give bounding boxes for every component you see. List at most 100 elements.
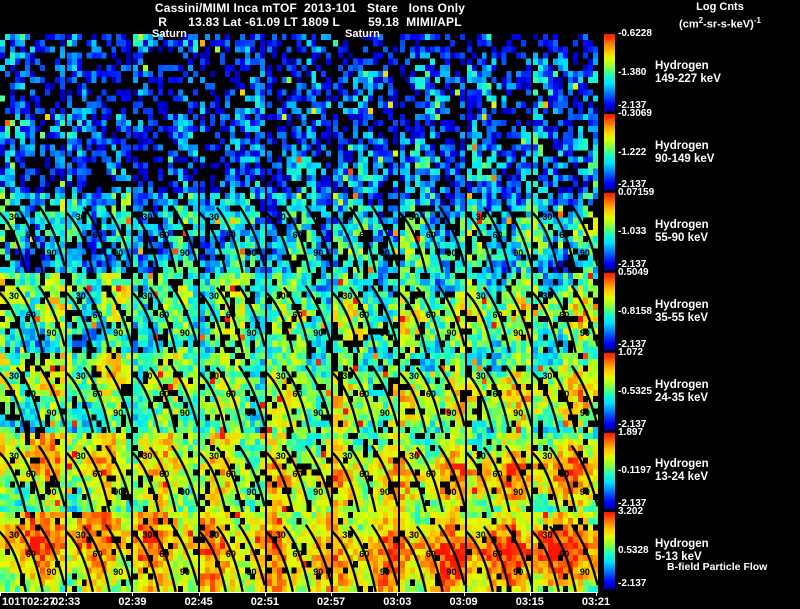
spectrogram-panel[interactable]: 30 60 90 [200,273,265,353]
spectrogram-panel[interactable]: 30 60 90 [400,512,465,592]
spectrogram-panel[interactable] [333,34,398,114]
spectrogram-panel[interactable] [200,34,265,114]
contour-line [217,367,243,432]
spectrogram-panel[interactable]: 30 60 90 [333,432,398,513]
spectrogram-panel[interactable]: 30 60 90 [400,273,465,353]
spectrogram-panel[interactable] [133,34,198,114]
spectrogram-panel[interactable] [0,113,65,194]
spectrogram-panel[interactable] [266,113,332,194]
spectrogram-panel[interactable]: 30 60 90 [533,352,598,433]
spectrogram-panel[interactable]: 30 60 90 [0,193,65,274]
contour-label: 60 [92,548,103,559]
spectrogram-panel[interactable]: 30 60 90 [466,273,532,353]
spectrogram-panel[interactable]: 30 60 90 [0,512,65,592]
spectrogram-panel[interactable] [466,113,532,194]
colorbar[interactable] [604,273,615,351]
spectrogram-panel[interactable]: 30 60 90 [66,352,132,433]
spectrogram-panel[interactable]: 30 60 90 [466,352,532,433]
spectrogram-panel[interactable]: 30 60 90 [266,352,332,433]
contour-line [133,450,159,512]
colorbar[interactable] [604,512,615,590]
spectrogram-panel[interactable]: 30 60 90 [400,193,465,274]
colorbar-title-line2: (cm2-sr-s-keV)-1 [640,14,800,32]
spectrogram-panel[interactable]: 30 60 90 [400,352,465,433]
contour-label: 30 [409,211,420,222]
contour-line [83,527,109,592]
spectrogram-panel[interactable]: 30 60 90 [266,512,332,592]
spectrogram-panel[interactable]: 30 60 90 [533,273,598,353]
spectrogram-panel[interactable]: 30 60 90 [533,432,598,513]
spectrogram-panel[interactable] [0,34,65,114]
spectrogram-panel[interactable]: 30 60 90 [533,512,598,592]
spectrogram-panel[interactable]: 30 60 90 [466,193,532,274]
spectrogram-panel[interactable] [533,34,598,114]
spectrogram-panel[interactable]: 30 60 90 [200,193,265,274]
spectrogram-panel[interactable]: 30 60 90 [466,512,532,592]
spectrogram-panel[interactable] [333,113,398,194]
colorbar[interactable] [604,352,615,431]
time-tick-label: 02:33 [52,596,81,608]
pitch-angle-contours [0,512,65,592]
spectrogram-panel[interactable]: 30 60 90 [200,352,265,433]
spectrogram-panel[interactable]: 30 60 90 [133,512,198,592]
time-tick [463,592,465,596]
spectrogram-panel[interactable]: 30 60 90 [333,352,398,433]
pitch-angle-contours [467,193,532,273]
spectrogram-panel[interactable]: 30 60 90 [333,193,398,274]
spectrogram-panel[interactable] [466,34,532,114]
contour-line [0,291,26,353]
spectrogram-panel[interactable]: 30 60 90 [266,193,332,274]
spectrogram-panel[interactable]: 30 60 90 [466,432,532,513]
spectrogram-panel[interactable] [133,113,198,194]
pitch-angle-contours [200,273,265,353]
spectrogram-panel[interactable]: 30 60 90 [400,432,465,513]
panel-image [0,34,65,114]
time-axis-line [0,592,598,593]
spectrogram-panel[interactable]: 30 60 90 [133,193,198,274]
spectrogram-panel[interactable] [400,34,465,114]
spectrogram-panel[interactable]: 30 60 90 [133,352,198,433]
colorbar[interactable] [604,193,615,272]
colorbar-gradient [604,34,615,112]
panel-image [400,113,465,194]
spectrogram-panel[interactable]: 30 60 90 [66,512,132,592]
spectrogram-panel[interactable]: 30 60 90 [533,193,598,274]
spectrogram-panel[interactable]: 30 60 90 [0,352,65,433]
spectrogram-panel[interactable]: 30 60 90 [66,273,132,353]
spectrogram-panel[interactable]: 30 60 90 [133,432,198,513]
contour-line [150,527,176,592]
colorbar[interactable] [604,432,615,511]
colorbar-tick-label: -0.5325 [618,385,652,397]
spectrogram-panel[interactable]: 30 60 90 [0,432,65,513]
pitch-angle-contours [200,193,265,273]
contour-label: 60 [559,229,570,240]
contour-label: 90 [313,248,324,259]
spectrogram-panel[interactable]: 30 60 90 [200,432,265,513]
spectrogram-panel[interactable]: 30 60 90 [333,273,398,353]
spectrogram-panel[interactable]: 30 60 90 [200,512,265,592]
colorbar[interactable] [604,34,615,112]
spectrogram-panel[interactable]: 30 60 90 [133,273,198,353]
spectrogram-panel[interactable] [200,113,265,194]
spectrogram-panel[interactable]: 30 60 90 [0,273,65,353]
spectrogram-panel[interactable]: 30 60 90 [66,193,132,274]
spectrogram-panel[interactable]: 30 60 90 [266,432,332,513]
spectrogram-panel[interactable] [66,113,132,194]
spectrogram-panel[interactable] [66,34,132,114]
spectrogram-panel[interactable]: 30 60 90 [266,273,332,353]
spectrogram-panel[interactable] [533,113,598,194]
contour-line [283,287,309,352]
spectrogram-panel[interactable] [400,113,465,194]
pitch-angle-contours [467,273,532,353]
energy-channel-label: Hydrogen 24-35 keV [655,379,709,405]
colorbar-title: Log Cnts (cm2-sr-s-keV)-1 [640,1,800,32]
contour-label: 90 [179,487,190,498]
pitch-angle-contours [400,193,465,273]
spectrogram-panel[interactable]: 30 60 90 [333,512,398,592]
spectrogram-panel[interactable]: 30 60 90 [66,432,132,513]
spectrogram-panel[interactable] [266,34,332,114]
contour-label: 60 [225,229,236,240]
pitch-angle-contours [67,353,132,433]
colorbar[interactable] [604,113,615,192]
